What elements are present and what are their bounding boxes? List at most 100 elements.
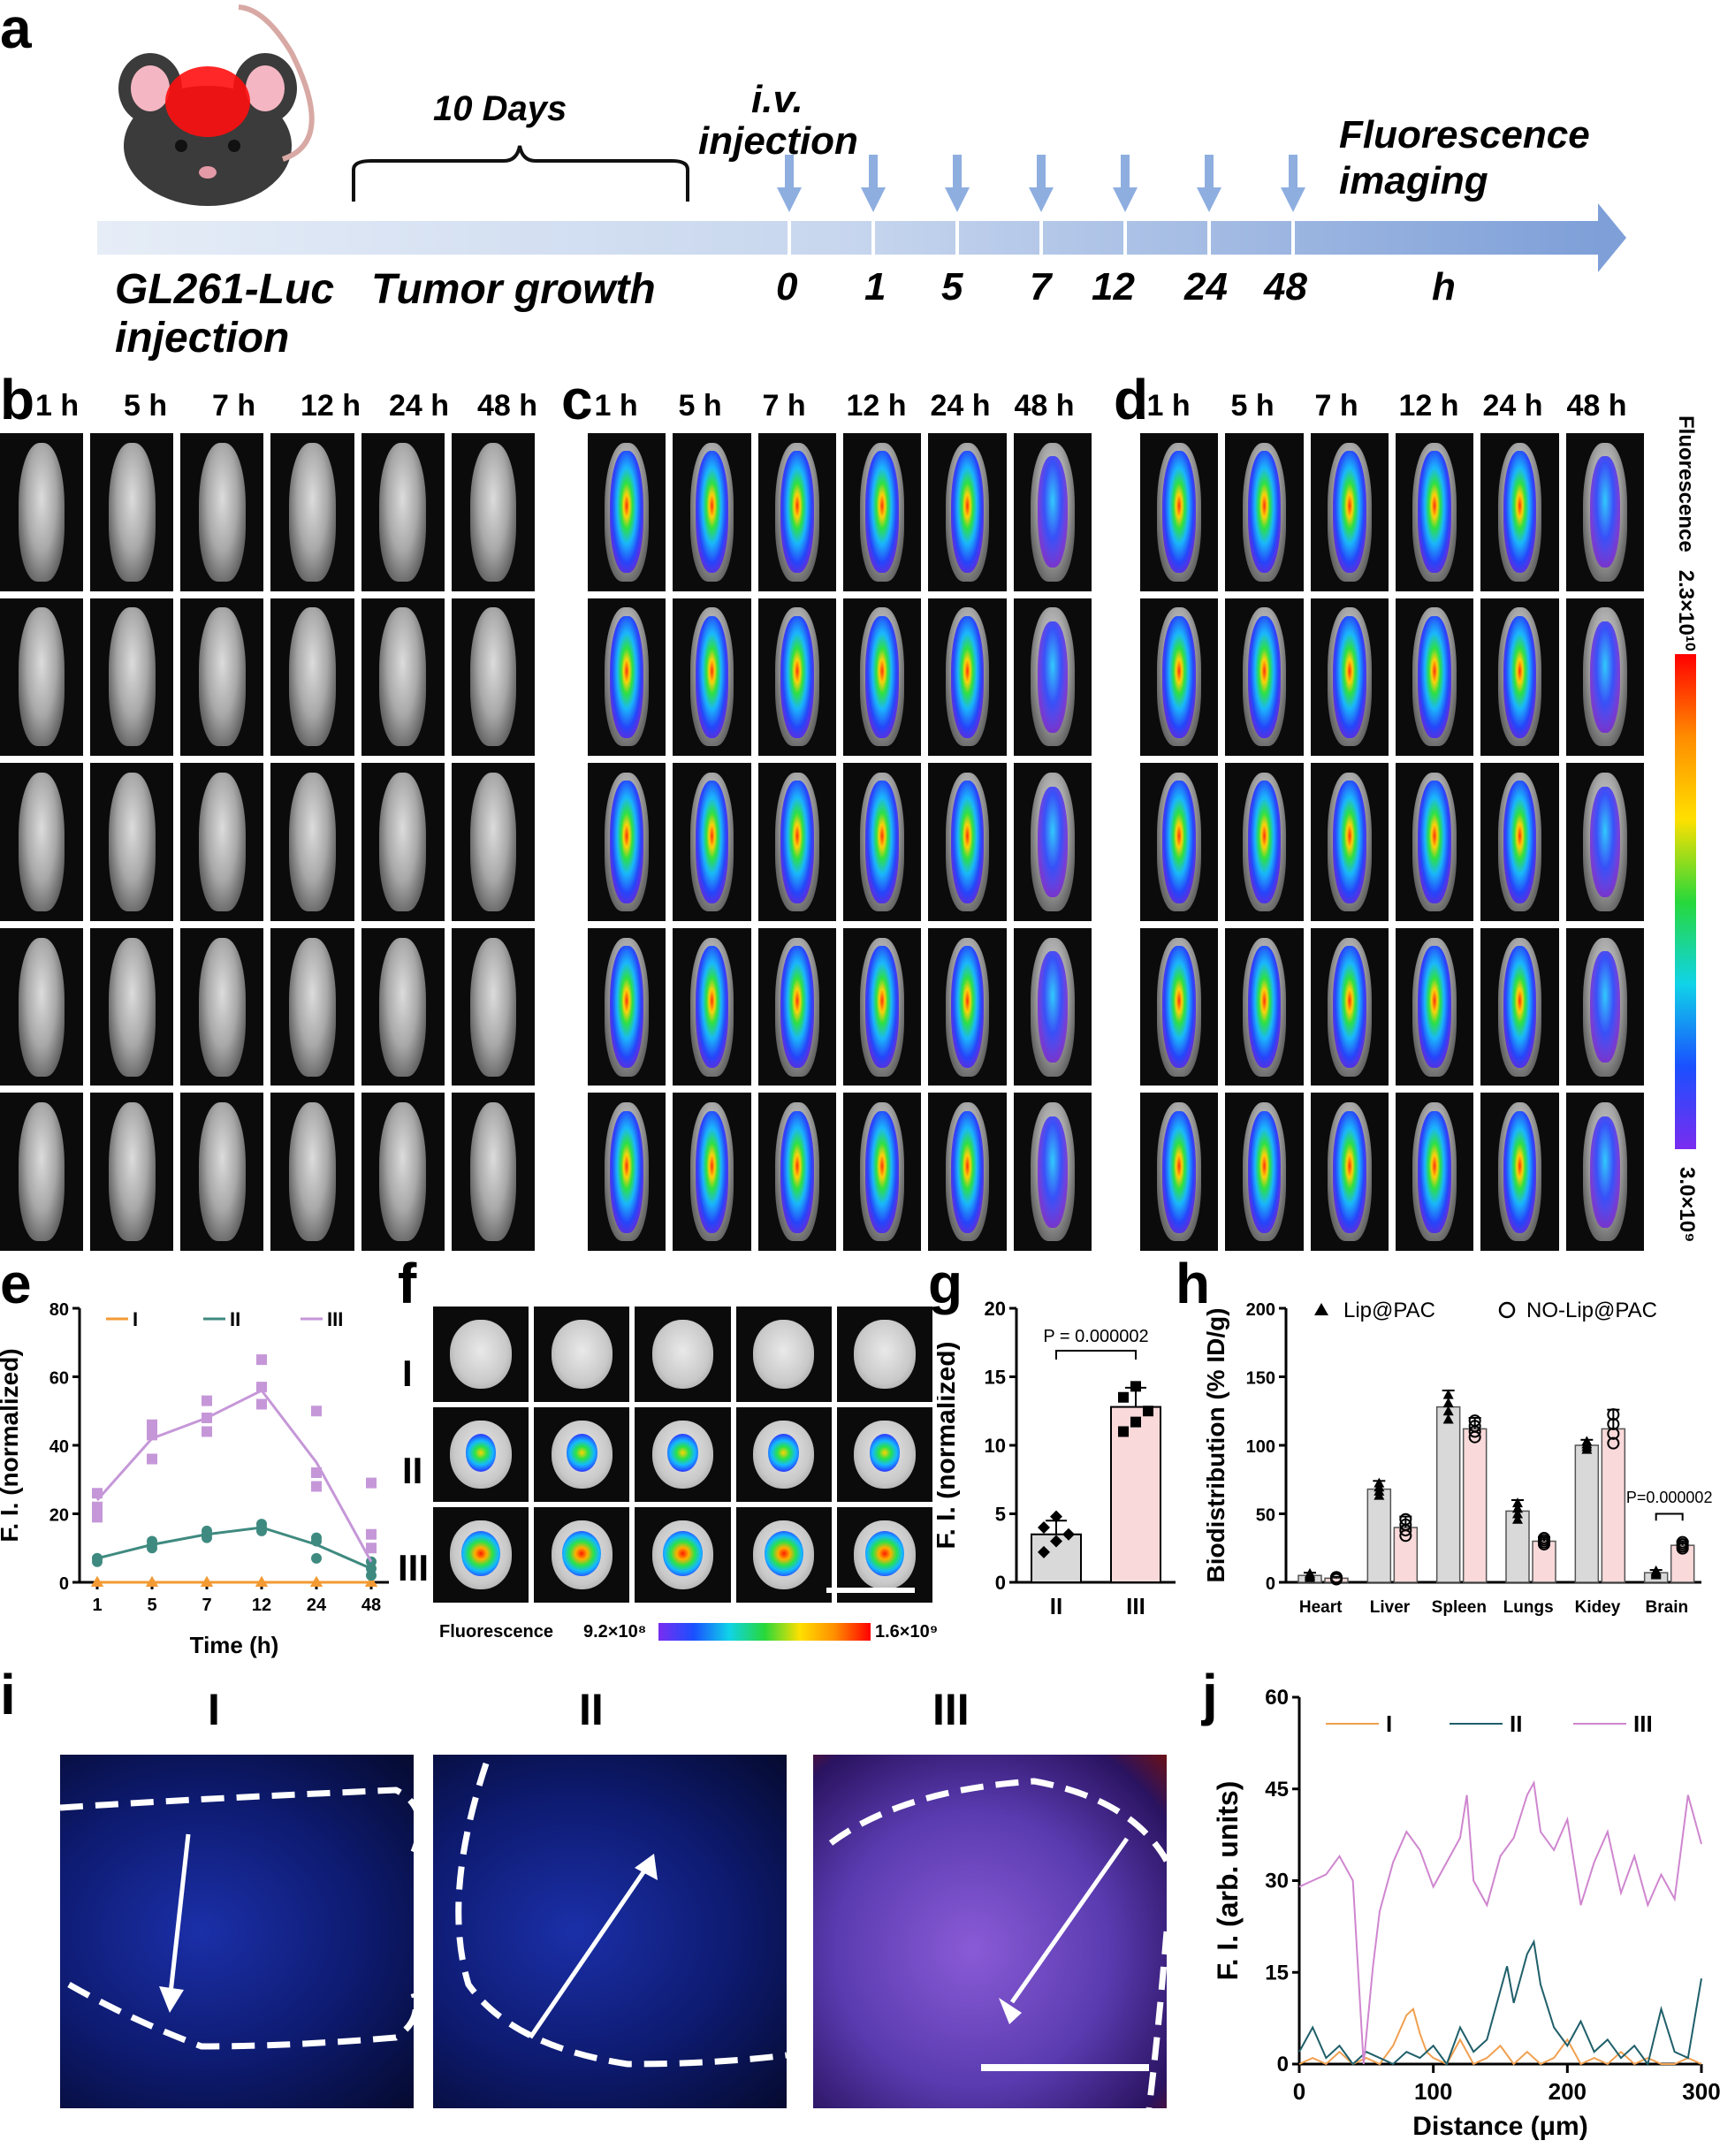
data-point [1062,1527,1075,1541]
mouse-silhouette [945,607,990,747]
mouse-silhouette [1242,1102,1287,1242]
mouse-image [1225,1093,1304,1251]
mouse-silhouette [1328,937,1372,1077]
mouse-silhouette [605,607,649,747]
time-header: 24 h [1482,389,1543,423]
mouse-image [1310,763,1389,921]
data-point [311,1552,322,1564]
mouse-silhouette [860,607,904,747]
brain-specimen [854,1520,916,1589]
panel-label-d: d [1114,368,1149,431]
y-tick-label: 20 [49,1506,69,1526]
mouse-silhouette [289,607,336,747]
mouse-silhouette [1328,772,1372,912]
mouse-image [1480,763,1559,921]
mouse-image [1225,433,1304,591]
mouse-silhouette [199,937,246,1077]
data-point [1038,1545,1050,1558]
mouse-silhouette [1583,442,1627,582]
bar [1601,1428,1626,1583]
fluorescence-imaging-label-1: Fluorescence [1339,113,1590,156]
data-point [256,1354,267,1366]
y-tick-label: 80 [49,1300,69,1320]
brain-scale-max: 1.6×10⁹ [875,1622,939,1642]
brain-scale-min: 9.2×10⁸ [583,1622,647,1642]
mouse-silhouette [289,937,336,1077]
mouse-image [1396,927,1474,1086]
legend-marker [1314,1303,1328,1315]
mouse-silhouette [379,607,427,747]
y-axis-label: F. I. (arb. units) [1212,1781,1244,1981]
mouse-image [90,927,174,1086]
chart-e: 0 20 40 60 80 F. I. (normalized) Time (h) 1 5 7 12… [0,1300,389,1658]
legend-label: Lip@PAC [1343,1299,1435,1322]
mouse-image [673,763,751,921]
legend-label: I [133,1308,138,1330]
tumor-growth-label: Tumor growth [371,266,656,313]
time-0: 0 [776,265,798,309]
x-tick-label: 24 [307,1596,327,1615]
data-point [311,1467,322,1478]
mouse-silhouette [469,1102,517,1242]
days-label: 10 Days [433,89,567,128]
mouse-image [451,433,535,591]
mouse-silhouette [108,937,156,1077]
mouse-silhouette [1242,937,1287,1077]
data-point [256,1519,267,1530]
imaging-grid-c [588,433,1092,1251]
micro-label-1: I [208,1685,220,1734]
time-12: 12 [1092,265,1135,309]
x-tick-label: 1 [92,1596,102,1615]
mouse-silhouette [1497,607,1542,747]
time-header: 48 h [1566,389,1627,423]
brain-image [534,1406,630,1503]
mouse-image [673,433,751,591]
data-point [1374,1477,1385,1488]
mouse-image [180,927,264,1086]
time-header: 12 h [301,389,361,423]
data-point [202,1395,212,1406]
micrograph-2 [433,1755,787,2108]
data-point [1512,1513,1523,1524]
y-axis-label: F. I. (normalized) [937,1341,961,1549]
mouse-silhouette [1583,1102,1627,1242]
brain-row-label-1: I [402,1352,413,1394]
colorbar-top-labels: Fluorescence 2.3×10¹⁰ [1653,415,1718,651]
x-tick-label: 0 [1293,2078,1305,2105]
y-tick-label: 100 [1246,1437,1275,1457]
x-tick-label: Lungs [1503,1598,1554,1617]
mouse-image [270,433,354,591]
time-48: 48 [1264,265,1307,309]
brain-specimen [753,1320,815,1389]
mouse-silhouette [1328,607,1372,747]
mouse-image [1396,598,1474,757]
mouse-silhouette [1412,772,1457,912]
iv-label-2: injection [698,119,858,163]
bar [1393,1527,1419,1583]
timeline-graphic [97,4,1626,272]
mouse-silhouette [1412,1102,1457,1242]
mouse-image [1565,763,1644,921]
brain-specimen [651,1420,714,1489]
data-point [1118,1426,1129,1437]
data-point [311,1532,322,1543]
time-24: 24 [1184,265,1228,309]
mouse-silhouette [469,937,517,1077]
brain-specimen [651,1520,714,1589]
mouse-silhouette [469,607,517,747]
data-point [1130,1416,1141,1428]
brain-image [534,1307,630,1402]
mouse-image [1013,927,1092,1086]
mouse-image [90,1093,174,1251]
mouse-silhouette [945,772,990,912]
data-point [202,1426,212,1437]
mouse-silhouette [379,442,427,582]
mouse-silhouette [1031,607,1075,747]
mouse-silhouette [1157,937,1201,1077]
fluorescence-imaging-label-2: imaging [1339,159,1488,202]
mouse-image [843,927,922,1086]
brain-specimen [854,1420,916,1489]
brain-specimen [551,1320,613,1389]
mouse-silhouette [469,772,517,912]
x-tick-label: III [1126,1593,1145,1619]
